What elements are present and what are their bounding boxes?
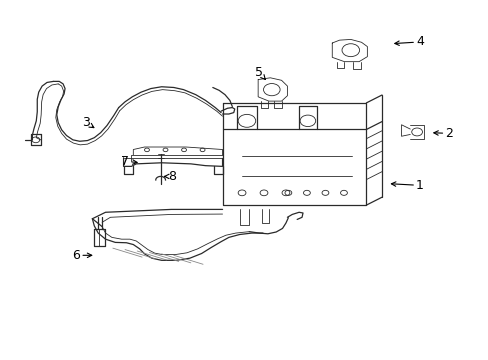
Text: 6: 6 [72,249,92,262]
Text: 3: 3 [82,116,94,129]
Text: 5: 5 [255,66,265,80]
Text: 8: 8 [164,170,176,183]
Text: 1: 1 [390,179,423,192]
Text: 7: 7 [121,155,137,168]
Text: 2: 2 [433,127,452,140]
Text: 4: 4 [394,35,423,49]
